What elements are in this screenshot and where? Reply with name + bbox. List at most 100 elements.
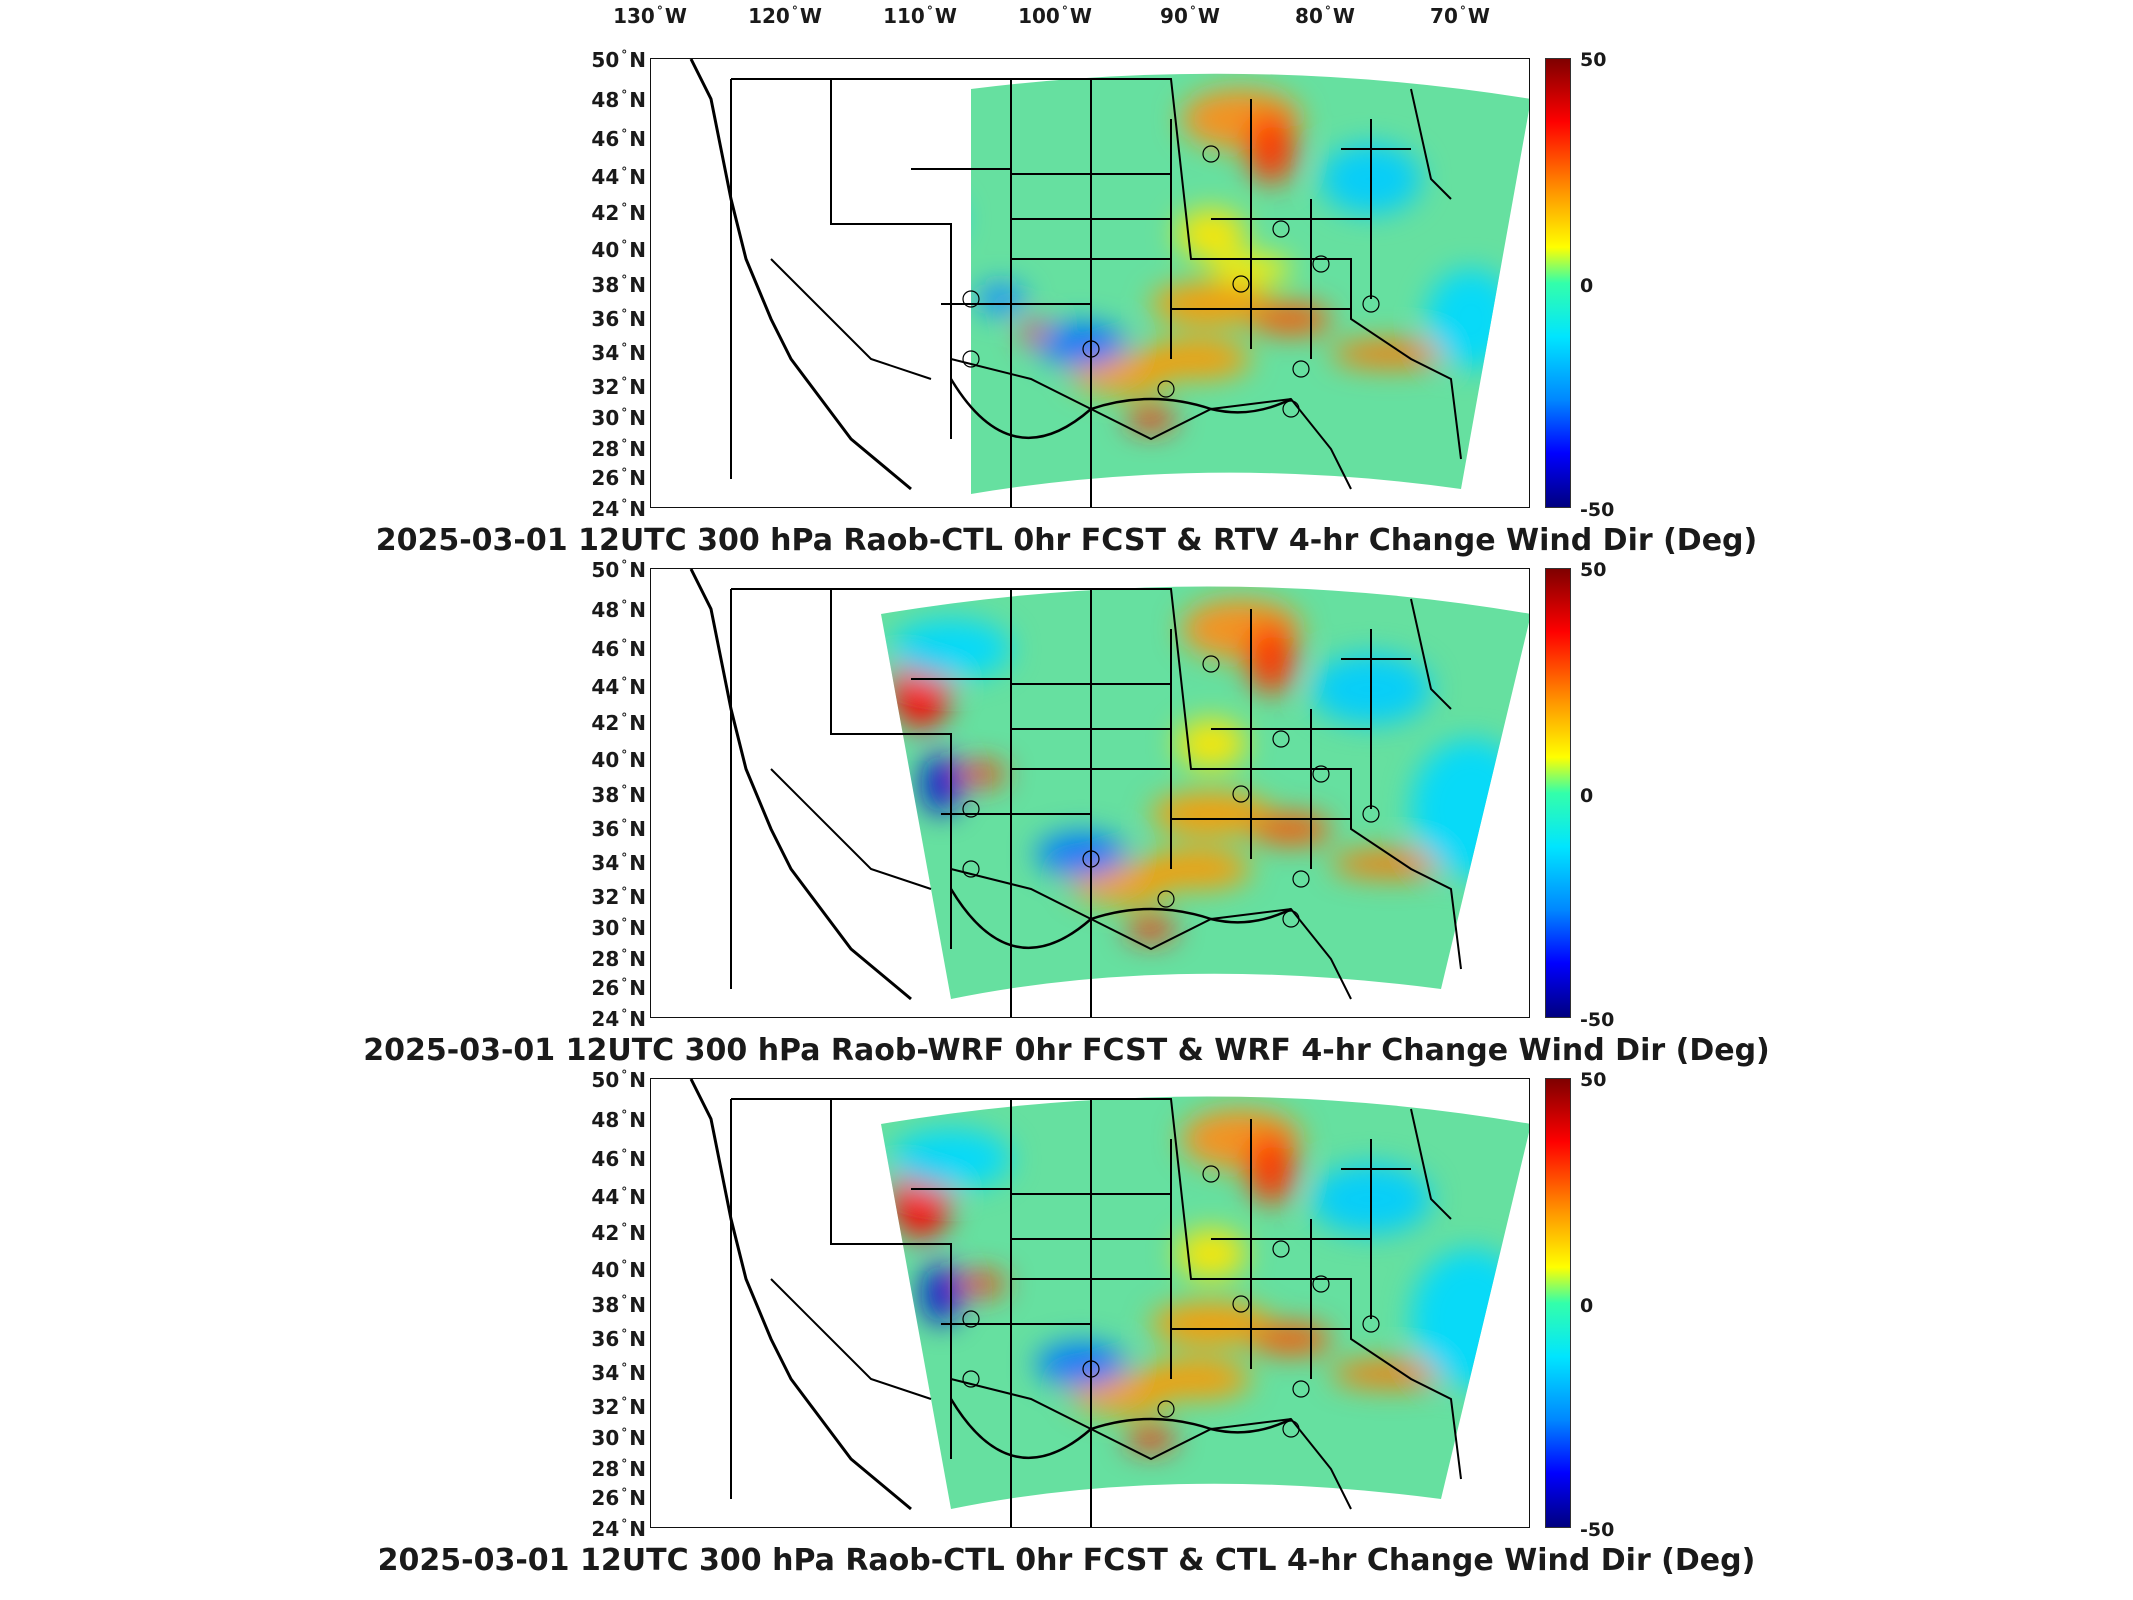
station-circle-iln xyxy=(1272,1240,1290,1258)
latitude-tick-label: 44 ° N xyxy=(591,1185,646,1209)
state-borders xyxy=(730,78,1462,507)
colorbar-min-label: -50 xyxy=(1580,499,1615,521)
latitude-tick-label: 48 ° N xyxy=(591,1108,646,1132)
latitude-axis: 50 ° N 48 ° N 46 ° N 44 ° N 42 ° N 40 ° N 38 ° N 36 ° N 34 ° N 32 ° N… xyxy=(582,48,648,521)
station-circle-bna xyxy=(1232,275,1250,293)
longitude-tick-label: 130 ° W xyxy=(613,4,687,28)
colorbar-min-label: -50 xyxy=(1580,1519,1615,1541)
gulf-coastline xyxy=(949,1398,1292,1460)
station-circle-abq xyxy=(962,800,980,818)
panel-title: 2025-03-01 12UTC 300 hPa Raob-WRF 0hr FC… xyxy=(363,1033,1770,1068)
latitude-tick-label: 42 ° N xyxy=(591,1221,646,1245)
latitude-tick-label: 26 ° N xyxy=(591,1486,646,1510)
station-circle-tlh xyxy=(1292,870,1310,888)
colorbar xyxy=(1545,1078,1571,1528)
latitude-tick-label: 28 ° N xyxy=(591,947,646,971)
station-circle-bna xyxy=(1232,785,1250,803)
station-circle-iln xyxy=(1272,730,1290,748)
latitude-tick-label: 36 ° N xyxy=(591,307,646,331)
station-circle-fwd xyxy=(1082,1360,1100,1378)
station-circle-epz xyxy=(962,1370,980,1388)
colorbar xyxy=(1545,568,1571,1018)
gulf-coastline xyxy=(949,888,1292,950)
latitude-tick-label: 40 ° N xyxy=(591,748,646,772)
latitude-tick-label: 40 ° N xyxy=(591,238,646,262)
latitude-tick-label: 36 ° N xyxy=(591,817,646,841)
colorbar-zero-label: 0 xyxy=(1580,785,1594,807)
latitude-axis: 50 ° N 48 ° N 46 ° N 44 ° N 42 ° N 40 ° N 38 ° N 36 ° N 34 ° N 32 ° N… xyxy=(582,558,648,1031)
map-canvas xyxy=(689,59,1529,507)
wind-direction-map xyxy=(650,568,1530,1018)
longitude-tick-label: 70 ° W xyxy=(1430,4,1490,28)
latitude-tick-label: 36 ° N xyxy=(591,1327,646,1351)
latitude-axis: 50 ° N 48 ° N 46 ° N 44 ° N 42 ° N 40 ° N 38 ° N 36 ° N 34 ° N 32 ° N… xyxy=(582,1068,648,1541)
latitude-tick-label: 42 ° N xyxy=(591,711,646,735)
latitude-tick-label: 40 ° N xyxy=(591,1258,646,1282)
gulf-coastline xyxy=(949,378,1292,440)
colorbar-max-label: 50 xyxy=(1580,1069,1607,1091)
station-markers xyxy=(962,655,1380,928)
latitude-tick-label: 44 ° N xyxy=(591,675,646,699)
station-markers xyxy=(962,1165,1380,1438)
station-circle-grb xyxy=(1202,655,1220,673)
station-circle-abq xyxy=(962,290,980,308)
state-borders xyxy=(730,1098,1462,1527)
station-circle-mhx xyxy=(1362,295,1380,313)
station-circle-shv xyxy=(1157,1400,1175,1418)
latitude-tick-label: 48 ° N xyxy=(591,598,646,622)
latitude-tick-label: 50 ° N xyxy=(591,558,646,582)
longitude-tick-label: 120 ° W xyxy=(748,4,822,28)
station-circle-tbw xyxy=(1282,910,1300,928)
latitude-tick-label: 34 ° N xyxy=(591,851,646,875)
latitude-tick-label: 28 ° N xyxy=(591,437,646,461)
latitude-tick-label: 26 ° N xyxy=(591,976,646,1000)
colorbar-zero-label: 0 xyxy=(1580,1295,1594,1317)
west-coastline xyxy=(689,1079,912,1511)
station-circle-rnk xyxy=(1312,255,1330,273)
map-canvas xyxy=(689,569,1529,1017)
station-circle-tbw xyxy=(1282,1420,1300,1438)
map-panel-ctl: 50 ° N 48 ° N 46 ° N 44 ° N 42 ° N 40 ° N 38 ° N 36 ° N 34 ° N 32 ° N… xyxy=(0,1068,2133,1588)
longitude-tick-label: 80 ° W xyxy=(1295,4,1355,28)
station-circle-rnk xyxy=(1312,765,1330,783)
latitude-tick-label: 46 ° N xyxy=(591,637,646,661)
state-borders xyxy=(730,588,1462,1017)
station-circle-grb xyxy=(1202,1165,1220,1183)
station-circle-tlh xyxy=(1292,1380,1310,1398)
latitude-tick-label: 34 ° N xyxy=(591,1361,646,1385)
station-circle-epz xyxy=(962,350,980,368)
wind-direction-map xyxy=(650,58,1530,508)
station-circle-shv xyxy=(1157,380,1175,398)
latitude-tick-label: 32 ° N xyxy=(591,1395,646,1419)
west-coastline xyxy=(689,569,912,1001)
station-markers xyxy=(962,145,1380,418)
station-circle-grb xyxy=(1202,145,1220,163)
colorbar-min-label: -50 xyxy=(1580,1009,1615,1031)
station-circle-mhx xyxy=(1362,805,1380,823)
panel-title: 2025-03-01 12UTC 300 hPa Raob-CTL 0hr FC… xyxy=(375,523,1758,558)
colorbar-max-label: 50 xyxy=(1580,559,1607,581)
station-circle-tlh xyxy=(1292,360,1310,378)
latitude-tick-label: 38 ° N xyxy=(591,1293,646,1317)
wind-field xyxy=(881,586,1529,999)
colorbar xyxy=(1545,58,1571,508)
latitude-tick-label: 44 ° N xyxy=(591,165,646,189)
latitude-tick-label: 30 ° N xyxy=(591,406,646,430)
station-circle-tbw xyxy=(1282,400,1300,418)
latitude-tick-label: 30 ° N xyxy=(591,916,646,940)
latitude-tick-label: 32 ° N xyxy=(591,375,646,399)
latitude-tick-label: 34 ° N xyxy=(591,341,646,365)
latitude-tick-label: 50 ° N xyxy=(591,1068,646,1092)
station-circle-bna xyxy=(1232,1295,1250,1313)
map-canvas xyxy=(689,1079,1529,1527)
latitude-tick-label: 46 ° N xyxy=(591,1147,646,1171)
longitude-tick-label: 100 ° W xyxy=(1018,4,1092,28)
latitude-tick-label: 24 ° N xyxy=(591,497,646,521)
latitude-tick-label: 30 ° N xyxy=(591,1426,646,1450)
longitude-axis: 130 ° W 120 ° W 110 ° W 100 ° W 90 ° W 80 ° W 70 ° W xyxy=(613,4,1530,38)
latitude-tick-label: 48 ° N xyxy=(591,88,646,112)
panel-title: 2025-03-01 12UTC 300 hPa Raob-CTL 0hr FC… xyxy=(377,1543,1756,1578)
latitude-tick-label: 32 ° N xyxy=(591,885,646,909)
station-circle-iln xyxy=(1272,220,1290,238)
latitude-tick-label: 50 ° N xyxy=(591,48,646,72)
